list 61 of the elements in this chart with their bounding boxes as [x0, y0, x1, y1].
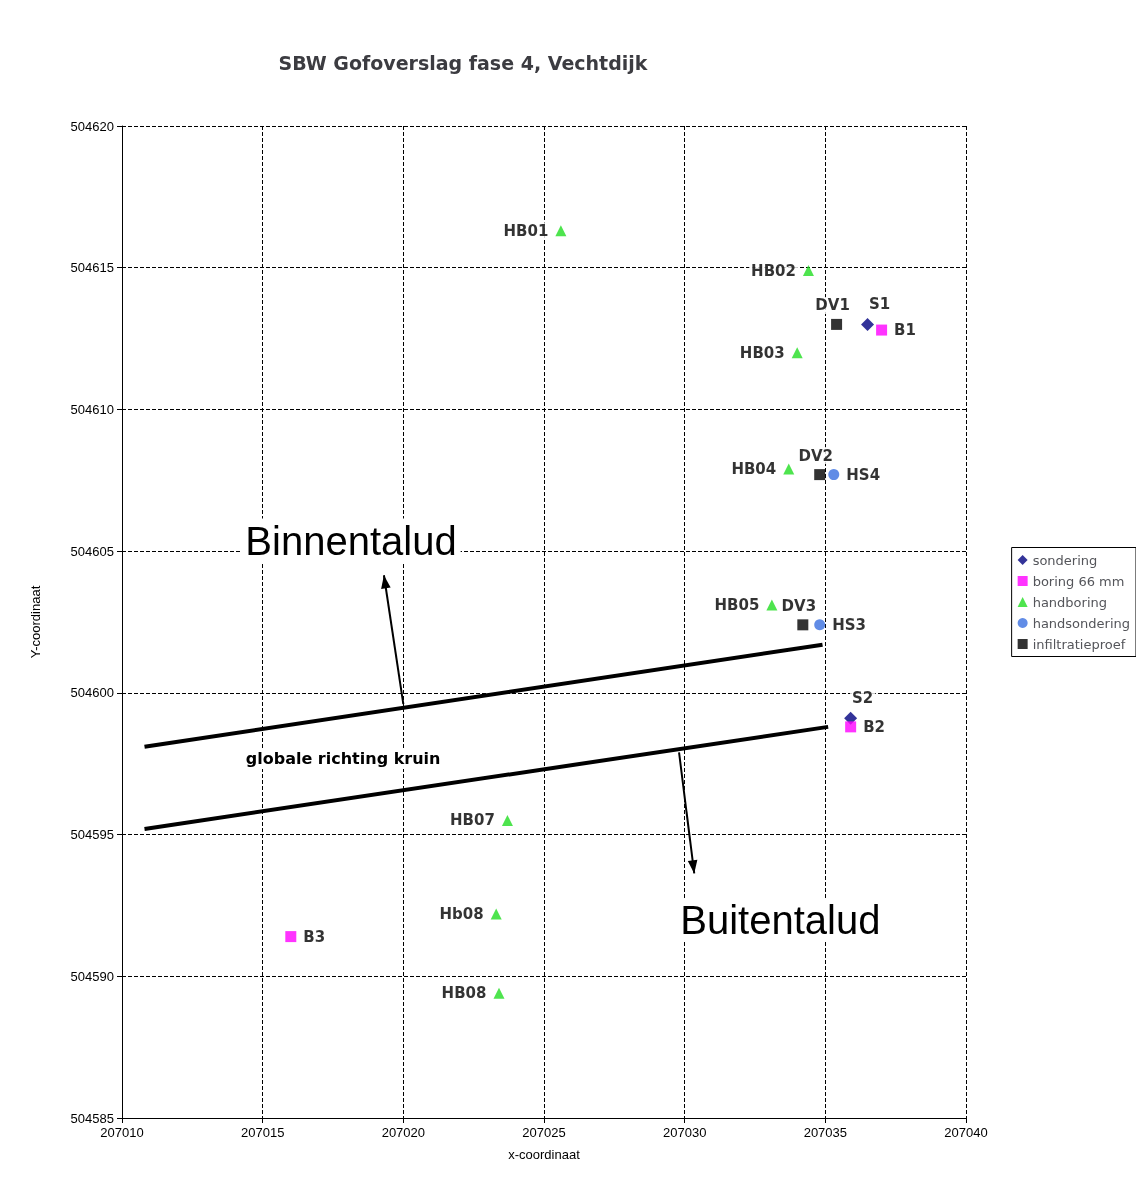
x-tick-label: 207030: [662, 1125, 707, 1140]
legend-label: infiltratieproef: [1032, 636, 1126, 652]
x-axis-title: x-coordinaat: [508, 1147, 581, 1162]
point: [845, 721, 857, 733]
legend-label: handsondering: [1032, 615, 1131, 631]
data-label: B1: [894, 321, 916, 340]
data-label: HB01: [503, 221, 549, 240]
x-tick-label: 207015: [240, 1125, 285, 1140]
chart-title: SBW Gofoverslag fase 4, Vechtdijk: [278, 51, 648, 74]
x-tick-label: 207035: [803, 1125, 848, 1140]
data-label: S2: [852, 689, 874, 708]
point: [555, 225, 567, 237]
data-label: HB08: [441, 984, 487, 1003]
point: [814, 619, 826, 631]
point: [797, 619, 809, 631]
data-label: HB03: [739, 343, 785, 362]
x-tick-label: 207025: [522, 1125, 566, 1140]
data-label: DV1: [815, 296, 850, 315]
point: [828, 469, 840, 481]
data-label: HB02: [751, 261, 796, 280]
y-tick-label: 504610: [70, 401, 114, 417]
annotation: Binnentalud: [245, 518, 457, 563]
data-label: Hb08: [439, 904, 484, 923]
y-tick-label: 504600: [70, 685, 114, 701]
data-label: B2: [863, 717, 886, 736]
point: [831, 318, 843, 330]
y-tick-label: 504615: [70, 260, 114, 276]
y-tick-label: 504590: [70, 968, 114, 984]
data-label: DV2: [798, 446, 833, 465]
point: [501, 814, 513, 826]
y-tick-label: 504595: [70, 827, 114, 843]
data-label: S1: [868, 295, 891, 314]
data-label: HB07: [450, 811, 495, 830]
x-tick-label: 207020: [381, 1125, 426, 1140]
legend-label: handboring: [1032, 594, 1107, 610]
legend-label: boring 66 mm: [1032, 573, 1125, 589]
point: [791, 347, 803, 359]
annotation: globale richting kruin: [245, 749, 441, 769]
y-tick-label: 504620: [70, 118, 114, 134]
point: [766, 599, 778, 611]
point: [285, 931, 297, 943]
point: [814, 469, 826, 481]
annotation: Buitentalud: [680, 898, 881, 943]
data-label: DV3: [781, 596, 817, 615]
point: [802, 265, 814, 277]
data-label: HB05: [714, 595, 760, 614]
x-tick-label: 207010: [100, 1125, 144, 1140]
x-tick-label: 207040: [944, 1125, 988, 1140]
point: [861, 317, 875, 331]
point: [876, 324, 888, 336]
y-tick-label: 504585: [70, 1110, 114, 1126]
y-axis-title: Y-coordinaat: [28, 585, 43, 659]
data-label: HB04: [731, 459, 777, 478]
legend-label: sondering: [1032, 552, 1098, 568]
point: [493, 987, 505, 999]
point: [783, 463, 795, 475]
data-label: HS3: [832, 615, 866, 634]
data-label: HS4: [846, 465, 881, 484]
data-label: B3: [303, 927, 326, 946]
point: [490, 908, 502, 920]
y-tick-label: 504605: [70, 543, 114, 559]
